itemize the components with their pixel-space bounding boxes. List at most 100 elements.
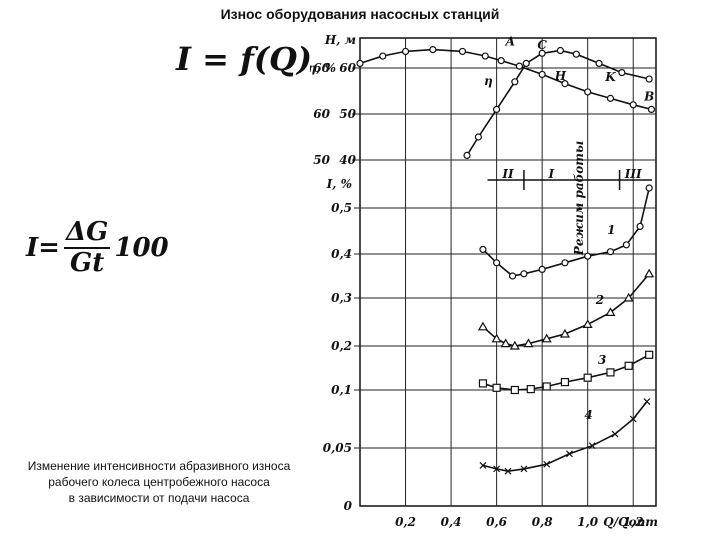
slide-title: Износ оборудования насосных станций [220,6,500,22]
point-label: H [554,69,567,83]
formula-numerator: ΔG [63,217,111,249]
series-point-4-stroke [566,450,573,458]
series-point-2 [541,333,552,343]
series-point-4-stroke [479,461,487,469]
series-line-H [359,48,652,111]
series-point-2 [523,338,534,348]
formula-factor: 100 [114,232,169,263]
series-point-H [538,70,546,79]
series-point-3 [510,385,519,395]
series-point-H [561,80,569,88]
head-tick-label: 60 [339,61,356,75]
series-point-3 [542,382,551,391]
chart-caption: Изменение интенсивности абразивного изно… [4,458,314,506]
series-label: 4 [584,408,592,422]
i-tick-label: 0,4 [331,247,352,261]
eff-tick-label: 60 [313,61,330,75]
series-point-1 [508,272,517,280]
series-line-η [466,49,650,156]
i-tick-label: 0,05 [323,441,352,455]
formula-equals: = [38,232,60,263]
eff-axis-label: η, % [310,61,336,75]
series-point-η [522,59,530,68]
series-point-4-stroke [493,465,501,473]
series-point-3 [606,368,615,377]
i-tick-label: 0,3 [331,291,352,305]
series-line-4 [482,401,648,473]
series-point-1 [520,270,528,278]
series-point-η [595,59,603,68]
series-point-4-stroke [629,415,637,423]
series-point-η [556,46,564,55]
series-point-2 [477,321,488,331]
series-point-η [618,68,626,77]
series-point-H [497,57,505,65]
series-point-1 [493,259,501,267]
series-point-4-stroke [588,442,596,450]
head-tick-label: 40 [339,153,356,167]
series-point-H [401,47,410,56]
series-point-4-stroke [611,430,619,438]
series-point-3 [583,373,592,382]
series-point-1 [479,245,487,253]
regime-label: III [624,167,642,181]
series-point-3 [478,379,488,388]
series-point-3 [624,361,633,370]
i-tick-label: 0,1 [331,383,352,397]
formula-lhs: I [26,232,39,263]
series-point-H [647,105,656,114]
series-point-H [515,62,523,70]
caption-line: Изменение интенсивности абразивного изно… [27,459,291,473]
series-point-2 [605,307,616,316]
series-point-1 [606,248,615,256]
head-axis-label: H, м [324,33,356,47]
regime-label: I [547,167,554,181]
series-point-1 [636,222,644,230]
series-point-4-stroke [504,467,512,475]
series-point-2 [509,340,520,350]
x-tick-label: 1,2 [623,515,644,529]
series-point-2 [644,268,655,278]
series-point-4-stroke [543,460,551,468]
series-line-3 [482,354,650,391]
series-point-1 [538,265,546,273]
series-point-2 [491,333,502,343]
point-label: K [604,70,616,84]
series-point-1 [622,241,630,249]
series-point-2 [559,328,570,338]
formula-denominator: Gt [70,247,105,278]
eff-tick-label: 60 [313,107,330,121]
head-tick-label: 50 [339,107,356,121]
eff-tick-label: 50 [313,153,330,167]
series-point-4-stroke [643,398,651,406]
i-tick-label: 0,5 [331,201,352,215]
series-point-η [645,75,653,83]
series-point-η [463,151,471,160]
i-tick-label: 0,2 [331,339,352,353]
series-point-H [379,52,387,60]
formula-lhs: I [176,40,191,78]
series-point-2 [500,338,511,348]
formula-fraction: ΔG Gt [63,217,111,278]
formula-wear-function: I = f(Q) [176,40,312,78]
series-point-1 [645,184,653,192]
series-point-3 [645,350,654,359]
series-point-3 [560,377,570,387]
series-point-2 [582,319,593,328]
series-point-H [429,46,437,54]
point-label: B [643,89,654,103]
x-tick-label: 0,6 [486,515,508,529]
i-axis-label: I, % [326,177,352,191]
series-point-3 [526,385,535,394]
series-point-H [606,94,615,102]
regime-note: Режим работы [572,141,586,256]
caption-line: рабочего колеса центробежного насоса [48,475,270,489]
series-point-H [356,59,364,68]
series-point-1 [584,252,592,260]
series-point-H [629,101,637,109]
series-label: 1 [607,223,615,237]
series-point-H [458,47,467,56]
point-label: C [537,38,547,52]
series-point-η [572,50,580,58]
